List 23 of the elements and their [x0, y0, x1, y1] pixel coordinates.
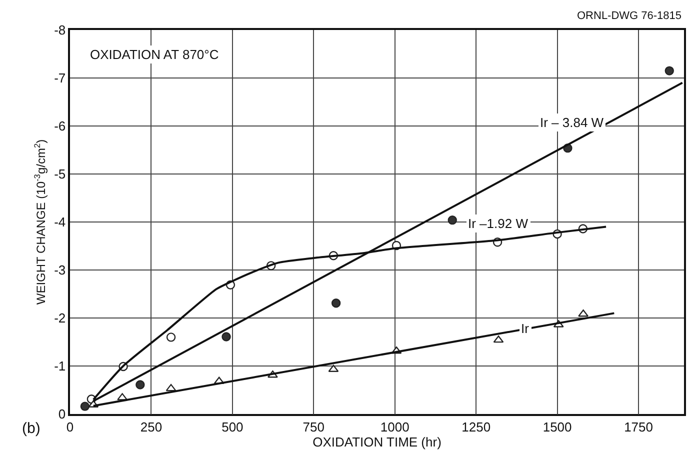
text: ORNL-DWG 76-1815 [577, 10, 682, 22]
x-axis-title: OXIDATION TIME (hr) [312, 434, 442, 450]
x-tick-label: 1500 [542, 419, 572, 434]
y-tick-label: 0 [58, 406, 66, 422]
annotation: OXIDATION AT 870°C [90, 47, 219, 62]
y-tick-label: -8 [54, 22, 66, 38]
y-tick-label: -3 [54, 262, 66, 278]
y-tick-label: -2 [54, 310, 66, 326]
x-tick-label: 1000 [380, 419, 410, 434]
x-tick-label: 1250 [462, 419, 491, 434]
y-tick-label: -4 [54, 214, 66, 230]
x-tick-label: 250 [140, 419, 162, 434]
y-tick-label: -7 [54, 70, 66, 86]
x-tick-label: 750 [302, 419, 324, 434]
x-tick-label: 500 [222, 419, 244, 434]
y-tick-label: -5 [54, 166, 66, 182]
series-label: Ir –1.92 W [468, 216, 529, 231]
y-tick-label: -1 [54, 358, 66, 374]
series-label: Ir – 3.84 W [540, 115, 604, 130]
text: (b) [22, 420, 40, 437]
x-tick-label: 1750 [624, 419, 653, 434]
y-tick-label: -6 [54, 118, 66, 134]
series-label: Ir [521, 321, 530, 336]
